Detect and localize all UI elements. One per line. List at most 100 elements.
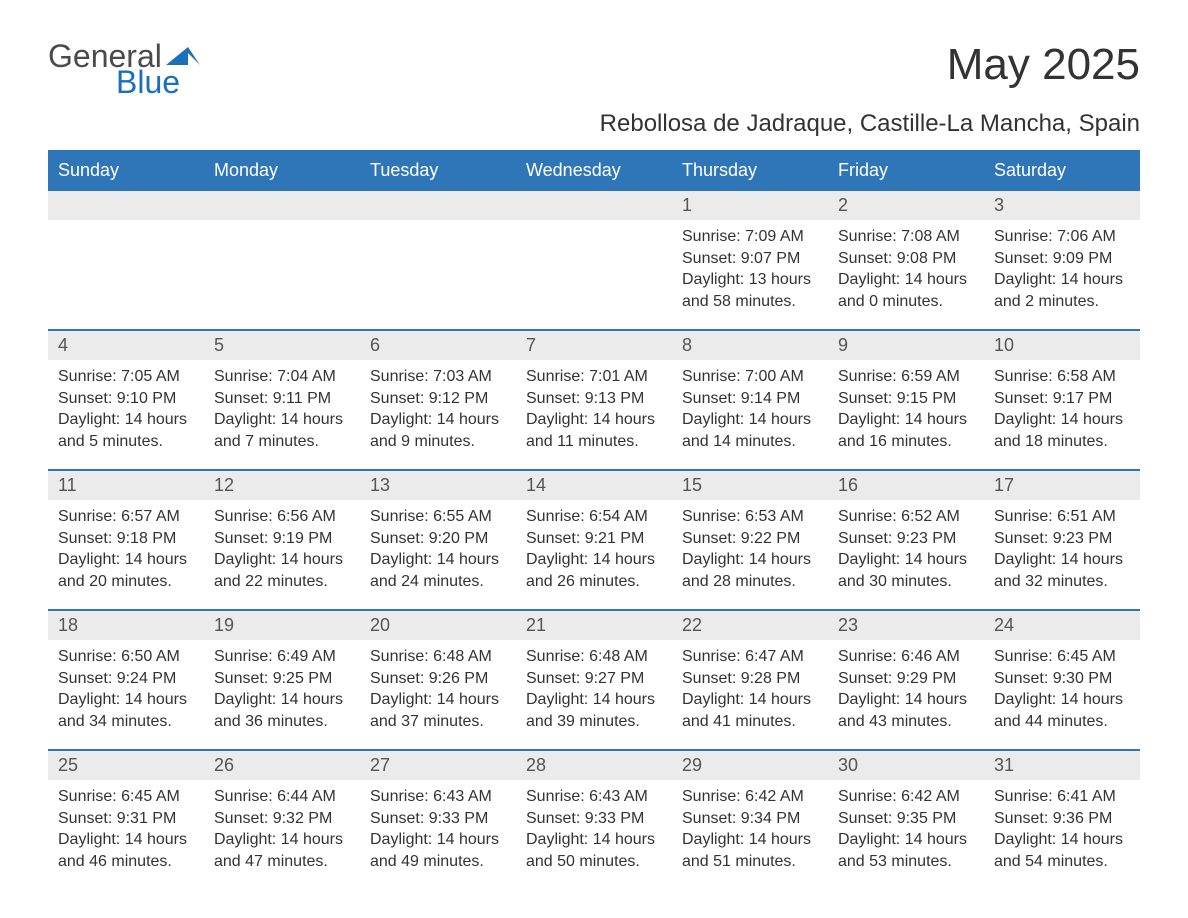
day-detail-line: Daylight: 14 hours and 46 minutes.	[58, 829, 194, 872]
day-number: 12	[204, 469, 360, 500]
day-detail-line: Daylight: 14 hours and 32 minutes.	[994, 549, 1130, 592]
day-number: 26	[204, 749, 360, 780]
day-detail-line: Sunset: 9:15 PM	[838, 388, 974, 410]
day-detail-line: Daylight: 14 hours and 41 minutes.	[682, 689, 818, 732]
day-detail-line: Daylight: 14 hours and 14 minutes.	[682, 409, 818, 452]
day-details: Sunrise: 6:50 AMSunset: 9:24 PMDaylight:…	[48, 640, 204, 738]
day-detail-line: Sunrise: 6:43 AM	[526, 786, 662, 808]
day-number: 15	[672, 469, 828, 500]
day-detail-line: Sunset: 9:11 PM	[214, 388, 350, 410]
calendar-day-cell: 22Sunrise: 6:47 AMSunset: 9:28 PMDayligh…	[672, 609, 828, 749]
day-number: 16	[828, 469, 984, 500]
day-number	[516, 189, 672, 220]
calendar-day-cell: 31Sunrise: 6:41 AMSunset: 9:36 PMDayligh…	[984, 749, 1140, 889]
day-detail-line: Sunset: 9:26 PM	[370, 668, 506, 690]
day-detail-line: Sunrise: 6:41 AM	[994, 786, 1130, 808]
day-detail-line: Daylight: 14 hours and 18 minutes.	[994, 409, 1130, 452]
day-detail-line: Daylight: 14 hours and 24 minutes.	[370, 549, 506, 592]
day-detail-line: Sunset: 9:20 PM	[370, 528, 506, 550]
day-details: Sunrise: 7:04 AMSunset: 9:11 PMDaylight:…	[204, 360, 360, 458]
day-number: 21	[516, 609, 672, 640]
weekday-header: Friday	[828, 151, 984, 189]
day-details	[204, 220, 360, 300]
day-detail-line: Sunset: 9:19 PM	[214, 528, 350, 550]
day-detail-line: Sunset: 9:29 PM	[838, 668, 974, 690]
day-detail-line: Sunrise: 6:49 AM	[214, 646, 350, 668]
calendar-day-cell: 13Sunrise: 6:55 AMSunset: 9:20 PMDayligh…	[360, 469, 516, 609]
calendar-day-cell: 9Sunrise: 6:59 AMSunset: 9:15 PMDaylight…	[828, 329, 984, 469]
day-detail-line: Daylight: 14 hours and 36 minutes.	[214, 689, 350, 732]
calendar-day-cell: 2Sunrise: 7:08 AMSunset: 9:08 PMDaylight…	[828, 189, 984, 329]
day-number: 14	[516, 469, 672, 500]
day-number: 11	[48, 469, 204, 500]
day-details: Sunrise: 6:45 AMSunset: 9:30 PMDaylight:…	[984, 640, 1140, 738]
day-details: Sunrise: 6:57 AMSunset: 9:18 PMDaylight:…	[48, 500, 204, 598]
weekday-header: Thursday	[672, 151, 828, 189]
day-detail-line: Daylight: 14 hours and 50 minutes.	[526, 829, 662, 872]
calendar-day-cell: 3Sunrise: 7:06 AMSunset: 9:09 PMDaylight…	[984, 189, 1140, 329]
day-details: Sunrise: 6:54 AMSunset: 9:21 PMDaylight:…	[516, 500, 672, 598]
calendar-day-cell: 5Sunrise: 7:04 AMSunset: 9:11 PMDaylight…	[204, 329, 360, 469]
calendar-day-cell: 18Sunrise: 6:50 AMSunset: 9:24 PMDayligh…	[48, 609, 204, 749]
day-detail-line: Daylight: 14 hours and 26 minutes.	[526, 549, 662, 592]
weekday-header: Saturday	[984, 151, 1140, 189]
day-details: Sunrise: 6:52 AMSunset: 9:23 PMDaylight:…	[828, 500, 984, 598]
calendar-day-cell: 10Sunrise: 6:58 AMSunset: 9:17 PMDayligh…	[984, 329, 1140, 469]
day-detail-line: Sunrise: 6:59 AM	[838, 366, 974, 388]
day-detail-line: Sunrise: 6:52 AM	[838, 506, 974, 528]
day-detail-line: Sunset: 9:34 PM	[682, 808, 818, 830]
day-details: Sunrise: 7:01 AMSunset: 9:13 PMDaylight:…	[516, 360, 672, 458]
day-detail-line: Sunset: 9:25 PM	[214, 668, 350, 690]
day-number: 28	[516, 749, 672, 780]
day-detail-line: Sunrise: 6:46 AM	[838, 646, 974, 668]
weekday-header: Sunday	[48, 151, 204, 189]
day-detail-line: Sunset: 9:07 PM	[682, 248, 818, 270]
day-detail-line: Daylight: 14 hours and 9 minutes.	[370, 409, 506, 452]
calendar-day-cell: 1Sunrise: 7:09 AMSunset: 9:07 PMDaylight…	[672, 189, 828, 329]
day-detail-line: Daylight: 14 hours and 7 minutes.	[214, 409, 350, 452]
day-detail-line: Sunset: 9:27 PM	[526, 668, 662, 690]
day-details: Sunrise: 6:58 AMSunset: 9:17 PMDaylight:…	[984, 360, 1140, 458]
day-detail-line: Daylight: 14 hours and 20 minutes.	[58, 549, 194, 592]
day-number: 4	[48, 329, 204, 360]
day-detail-line: Sunset: 9:08 PM	[838, 248, 974, 270]
weekday-header-row: Sunday Monday Tuesday Wednesday Thursday…	[48, 151, 1140, 189]
day-detail-line: Daylight: 14 hours and 5 minutes.	[58, 409, 194, 452]
calendar-day-cell: 26Sunrise: 6:44 AMSunset: 9:32 PMDayligh…	[204, 749, 360, 889]
day-number: 23	[828, 609, 984, 640]
day-detail-line: Sunrise: 6:48 AM	[526, 646, 662, 668]
calendar-week-row: 1Sunrise: 7:09 AMSunset: 9:07 PMDaylight…	[48, 189, 1140, 329]
calendar-day-cell: 11Sunrise: 6:57 AMSunset: 9:18 PMDayligh…	[48, 469, 204, 609]
calendar-day-cell: 6Sunrise: 7:03 AMSunset: 9:12 PMDaylight…	[360, 329, 516, 469]
day-details: Sunrise: 7:05 AMSunset: 9:10 PMDaylight:…	[48, 360, 204, 458]
day-number	[360, 189, 516, 220]
day-number: 9	[828, 329, 984, 360]
day-detail-line: Sunrise: 6:44 AM	[214, 786, 350, 808]
calendar-week-row: 11Sunrise: 6:57 AMSunset: 9:18 PMDayligh…	[48, 469, 1140, 609]
calendar-day-cell: 20Sunrise: 6:48 AMSunset: 9:26 PMDayligh…	[360, 609, 516, 749]
day-detail-line: Sunset: 9:35 PM	[838, 808, 974, 830]
day-details: Sunrise: 6:56 AMSunset: 9:19 PMDaylight:…	[204, 500, 360, 598]
day-details: Sunrise: 6:53 AMSunset: 9:22 PMDaylight:…	[672, 500, 828, 598]
day-detail-line: Sunset: 9:28 PM	[682, 668, 818, 690]
day-details: Sunrise: 6:44 AMSunset: 9:32 PMDaylight:…	[204, 780, 360, 878]
day-detail-line: Sunset: 9:12 PM	[370, 388, 506, 410]
day-number: 30	[828, 749, 984, 780]
day-detail-line: Sunset: 9:23 PM	[994, 528, 1130, 550]
day-detail-line: Daylight: 14 hours and 2 minutes.	[994, 269, 1130, 312]
day-details: Sunrise: 6:51 AMSunset: 9:23 PMDaylight:…	[984, 500, 1140, 598]
day-detail-line: Sunrise: 7:04 AM	[214, 366, 350, 388]
day-number	[204, 189, 360, 220]
day-detail-line: Daylight: 14 hours and 0 minutes.	[838, 269, 974, 312]
weekday-header: Monday	[204, 151, 360, 189]
day-number: 24	[984, 609, 1140, 640]
day-number: 20	[360, 609, 516, 640]
day-details: Sunrise: 6:41 AMSunset: 9:36 PMDaylight:…	[984, 780, 1140, 878]
calendar-day-cell: 12Sunrise: 6:56 AMSunset: 9:19 PMDayligh…	[204, 469, 360, 609]
day-detail-line: Sunrise: 6:57 AM	[58, 506, 194, 528]
day-detail-line: Sunrise: 6:56 AM	[214, 506, 350, 528]
calendar-day-cell: 29Sunrise: 6:42 AMSunset: 9:34 PMDayligh…	[672, 749, 828, 889]
day-detail-line: Sunrise: 6:54 AM	[526, 506, 662, 528]
calendar-day-cell	[516, 189, 672, 329]
day-details: Sunrise: 6:42 AMSunset: 9:34 PMDaylight:…	[672, 780, 828, 878]
